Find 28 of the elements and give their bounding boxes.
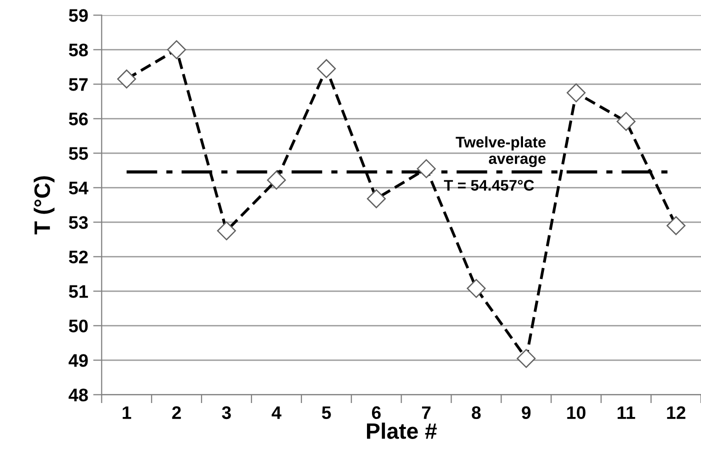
x-tick-label: 10	[567, 406, 586, 420]
x-tick-label: 1	[122, 406, 132, 419]
annotation: T = 54.457°C	[444, 180, 534, 191]
x-tick-label: 3	[222, 406, 231, 420]
x-axis-title: Plate #	[366, 422, 437, 439]
x-tick-label: 11	[618, 406, 636, 419]
x-tick-label: 12	[667, 406, 686, 419]
y-tick-label: 50	[68, 320, 88, 332]
y-tick-label: 48	[68, 388, 88, 402]
ref-line-label: Twelve-plate average	[456, 136, 546, 168]
y-tick-label: 59	[68, 9, 88, 22]
y-tick-label: 54	[68, 182, 88, 194]
x-tick-label: 4	[272, 406, 282, 419]
y-tick-label: 57	[68, 78, 88, 91]
x-tick-label: 6	[372, 406, 381, 420]
y-tick-label: 52	[68, 250, 88, 264]
x-tick-label: 8	[472, 406, 481, 420]
y-tick-label: 49	[68, 354, 88, 367]
y-tick-label: 58	[68, 44, 88, 56]
y-tick-label: 53	[68, 216, 88, 229]
y-tick-label: 56	[68, 112, 88, 126]
y-axis-title: T (°C)	[34, 176, 54, 234]
y-tick-label: 51	[68, 285, 88, 298]
x-tick-label: 9	[522, 406, 531, 420]
y-tick-label: 55	[68, 147, 88, 160]
x-tick-label: 7	[422, 406, 431, 419]
x-tick-label: 5	[322, 406, 331, 420]
x-tick-label: 2	[172, 406, 181, 419]
